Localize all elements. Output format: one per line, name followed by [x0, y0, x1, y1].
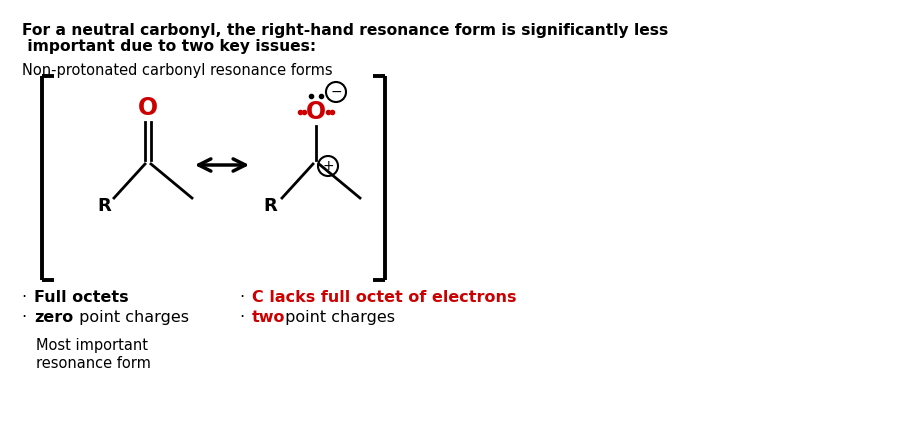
Text: Full octets: Full octets [34, 290, 128, 305]
Text: point charges: point charges [280, 310, 395, 325]
Text: ·: · [22, 290, 33, 305]
Text: C lacks full octet of electrons: C lacks full octet of electrons [252, 290, 516, 305]
Text: Most important: Most important [36, 338, 148, 353]
Text: ·: · [239, 310, 250, 325]
Text: O: O [305, 100, 326, 124]
Text: R: R [97, 197, 111, 215]
Text: zero: zero [34, 310, 73, 325]
Text: +: + [321, 159, 333, 173]
Text: Non-protonated carbonyl resonance forms: Non-protonated carbonyl resonance forms [22, 63, 332, 78]
Text: For a neutral carbonyl, the right-hand resonance form is significantly less: For a neutral carbonyl, the right-hand r… [22, 23, 667, 38]
Text: R: R [263, 197, 276, 215]
Text: O: O [138, 96, 158, 120]
Text: point charges: point charges [74, 310, 189, 325]
Text: two: two [252, 310, 285, 325]
Text: ·: · [22, 310, 33, 325]
Text: ·: · [239, 290, 250, 305]
Text: −: − [330, 85, 341, 99]
Text: resonance form: resonance form [36, 356, 151, 371]
Text: important due to two key issues:: important due to two key issues: [22, 39, 316, 54]
